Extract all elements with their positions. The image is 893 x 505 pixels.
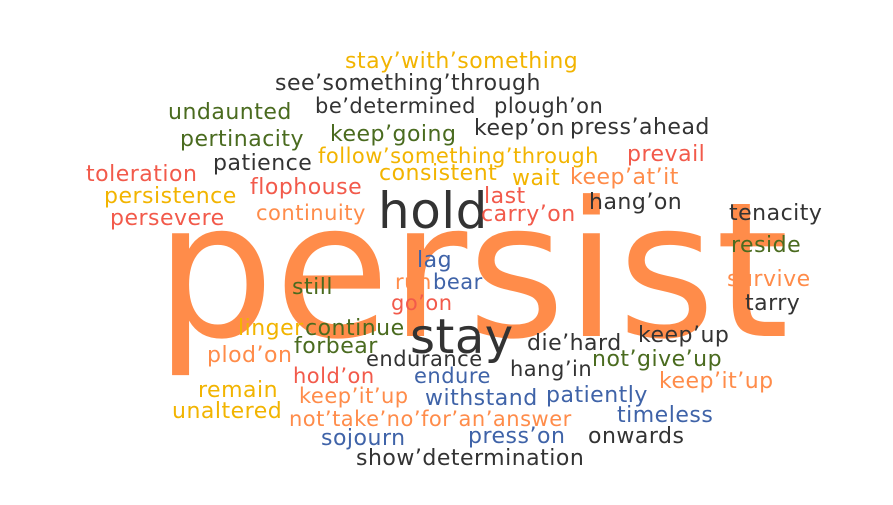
word-not-take-no-for-an-answer: not’take’no’for’an’answer xyxy=(289,407,572,431)
word-patiently: patiently xyxy=(546,383,648,408)
word-reside: reside xyxy=(731,233,802,258)
word-hold-on: hold’on xyxy=(293,364,375,388)
word-last: last xyxy=(484,184,526,209)
word-sojourn: sojourn xyxy=(321,426,406,451)
word-survive: survive xyxy=(727,267,811,292)
word-linger: linger xyxy=(238,316,304,341)
word-forbear: forbear xyxy=(294,334,378,359)
word-keep-at-it: keep’at’it xyxy=(570,165,679,190)
word-endure: endure xyxy=(414,364,491,388)
word-pertinacity: pertinacity xyxy=(180,127,305,152)
word-onwards: onwards xyxy=(588,424,685,449)
word-patience: patience xyxy=(213,151,313,176)
word-keep-on: keep’on xyxy=(474,116,565,141)
word-persistence: persistence xyxy=(104,184,237,209)
word-hang-on: hang’on xyxy=(589,190,683,215)
word-wait: wait xyxy=(512,166,561,191)
word-remain: remain xyxy=(198,378,279,403)
word-toleration: toleration xyxy=(86,162,198,187)
word-see-something-through: see’something’through xyxy=(275,71,541,96)
word-flophouse: flophouse xyxy=(250,175,363,200)
word-plod-on: plod’on xyxy=(207,343,293,368)
word-not-give-up: not’give’up xyxy=(592,347,723,372)
word-keep-up: keep’up xyxy=(638,323,730,348)
word-keep-going: keep’going xyxy=(330,122,457,147)
word-go-on: go’on xyxy=(391,291,453,315)
word-consistent: consistent xyxy=(379,161,498,186)
word-keep-it-up: keep’it’up xyxy=(299,384,409,408)
word-tenacity: tenacity xyxy=(729,201,823,226)
word-withstand: withstand xyxy=(425,386,538,411)
word-be-determined: be’determined xyxy=(315,94,476,118)
word-continuity: continuity xyxy=(256,201,366,225)
word-still: still xyxy=(292,275,333,300)
word-timeless: timeless xyxy=(617,403,714,428)
word-stay: stay xyxy=(410,309,514,365)
word-endurance: endurance xyxy=(366,347,483,371)
word-carry-on: carry’on xyxy=(481,202,576,227)
word-die-hard: die’hard xyxy=(527,331,622,356)
word-stay-with-something: stay’with’something xyxy=(345,49,579,74)
word-run: run xyxy=(395,270,432,294)
word-follow-something-through: follow’something’through xyxy=(318,144,599,168)
word-press-ahead: press’ahead xyxy=(570,115,710,140)
word-persist: persist xyxy=(155,162,790,381)
word-persevere: persevere xyxy=(110,206,225,231)
word-undaunted: undaunted xyxy=(168,100,292,125)
word-prevail: prevail xyxy=(627,142,706,167)
word-be-persistent: keep’it’up xyxy=(659,369,774,394)
word-press-on: press’on xyxy=(468,424,566,449)
word-show-determination: show’determination xyxy=(356,446,585,471)
word-hold: hold xyxy=(378,182,488,240)
word-bear: bear xyxy=(433,270,483,294)
word-plough-on: plough’on xyxy=(494,94,604,118)
word-unaltered: unaltered xyxy=(172,399,283,424)
word-lag: lag xyxy=(417,248,453,273)
word-hang-in: hang’in xyxy=(510,357,593,381)
word-tarry: tarry xyxy=(745,291,801,316)
word-continue: continue xyxy=(305,316,405,341)
